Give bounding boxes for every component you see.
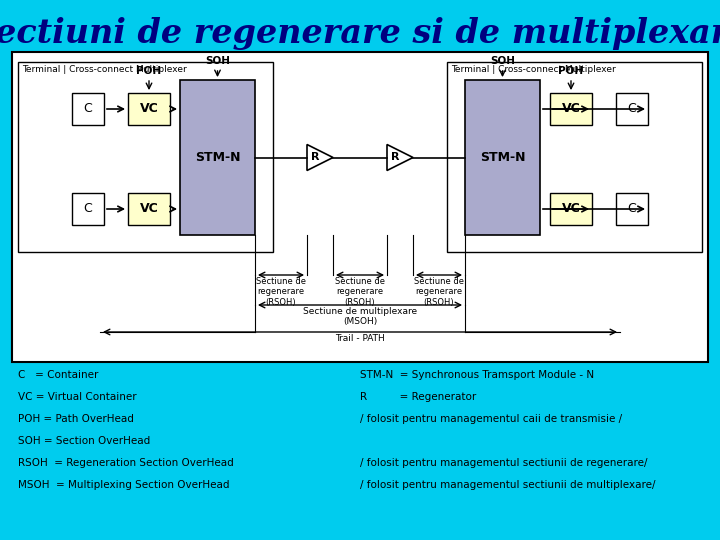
- FancyBboxPatch shape: [180, 80, 255, 235]
- Text: STM-N  = Synchronous Tramsport Module - N: STM-N = Synchronous Tramsport Module - N: [360, 370, 594, 380]
- Text: VC: VC: [140, 202, 158, 215]
- Text: VC: VC: [562, 202, 580, 215]
- FancyBboxPatch shape: [550, 193, 592, 225]
- Text: SOH: SOH: [490, 56, 515, 66]
- Text: POH: POH: [559, 66, 584, 76]
- Text: Sectiune de
regenerare
(RSOH): Sectiune de regenerare (RSOH): [335, 277, 385, 307]
- Text: C   = Container: C = Container: [18, 370, 99, 380]
- FancyBboxPatch shape: [18, 62, 273, 252]
- Text: Trail - PATH: Trail - PATH: [335, 334, 385, 343]
- Text: Sectiune de
regenerare
(RSOH): Sectiune de regenerare (RSOH): [414, 277, 464, 307]
- Text: Sectiune de
regenerare
(RSOH): Sectiune de regenerare (RSOH): [256, 277, 306, 307]
- Text: Terminal | Cross-connect Multiplexer: Terminal | Cross-connect Multiplexer: [22, 65, 186, 74]
- Text: C: C: [84, 103, 92, 116]
- Text: VC: VC: [562, 103, 580, 116]
- Text: Terminal | Cross-connect Multiplexer: Terminal | Cross-connect Multiplexer: [451, 65, 616, 74]
- Polygon shape: [307, 145, 333, 171]
- Text: STM-N: STM-N: [480, 151, 526, 164]
- FancyBboxPatch shape: [616, 193, 648, 225]
- FancyBboxPatch shape: [128, 193, 170, 225]
- Text: C: C: [628, 202, 636, 215]
- FancyBboxPatch shape: [550, 93, 592, 125]
- Text: / folosit pentru managementul caii de transmisie /: / folosit pentru managementul caii de tr…: [360, 414, 622, 424]
- FancyBboxPatch shape: [128, 93, 170, 125]
- Text: R: R: [312, 152, 320, 163]
- Text: POH = Path OverHead: POH = Path OverHead: [18, 414, 134, 424]
- FancyBboxPatch shape: [447, 62, 702, 252]
- Text: C: C: [84, 202, 92, 215]
- FancyBboxPatch shape: [72, 93, 104, 125]
- FancyBboxPatch shape: [465, 80, 540, 235]
- Text: / folosit pentru managementul sectiunii de multiplexare/: / folosit pentru managementul sectiunii …: [360, 480, 655, 490]
- Text: R: R: [392, 152, 400, 163]
- FancyBboxPatch shape: [616, 93, 648, 125]
- Text: / folosit pentru managementul sectiunii de regenerare/: / folosit pentru managementul sectiunii …: [360, 458, 647, 468]
- Text: STM-N: STM-N: [194, 151, 240, 164]
- Polygon shape: [387, 145, 413, 171]
- Text: RSOH  = Regeneration Section OverHead: RSOH = Regeneration Section OverHead: [18, 458, 234, 468]
- Text: R          = Regenerator: R = Regenerator: [360, 392, 476, 402]
- FancyBboxPatch shape: [12, 52, 708, 362]
- Text: POH: POH: [136, 66, 161, 76]
- Text: Sectiune de multiplexare
(MSOH): Sectiune de multiplexare (MSOH): [303, 307, 417, 326]
- Text: Sectiuni de regenerare si de multiplexare: Sectiuni de regenerare si de multiplexar…: [0, 17, 720, 50]
- Text: SOH: SOH: [205, 56, 230, 66]
- Text: MSOH  = Multiplexing Section OverHead: MSOH = Multiplexing Section OverHead: [18, 480, 230, 490]
- Text: SOH = Section OverHead: SOH = Section OverHead: [18, 436, 150, 446]
- Text: VC: VC: [140, 103, 158, 116]
- FancyBboxPatch shape: [72, 193, 104, 225]
- Text: C: C: [628, 103, 636, 116]
- Text: VC = Virtual Container: VC = Virtual Container: [18, 392, 137, 402]
